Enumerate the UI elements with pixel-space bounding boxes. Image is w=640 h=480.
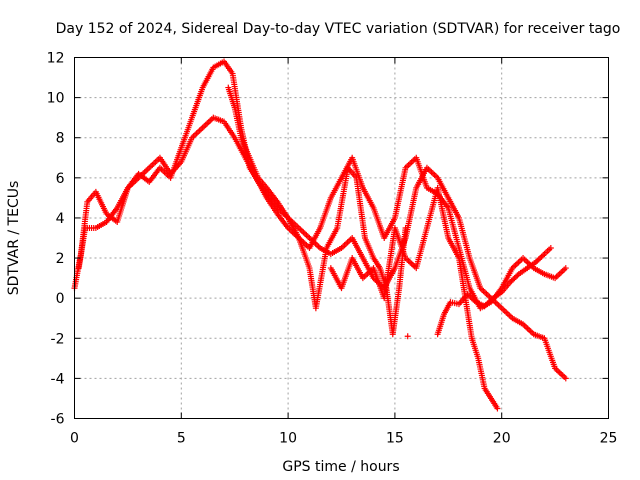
y-tick-label: -4: [51, 371, 65, 387]
x-axis-title: GPS time / hours: [282, 459, 399, 475]
x-tick-label: 25: [600, 431, 618, 447]
x-tick-label: 0: [70, 431, 79, 447]
y-tick-label: 12: [47, 51, 65, 67]
axis-ticks: 0 5 10 15 20 25 -6 -4 -2 0 2 4 6 8 10 12: [47, 51, 618, 447]
plot-frame: [74, 57, 609, 419]
y-tick-label: -6: [51, 412, 65, 428]
data-point: [547, 245, 554, 252]
data-point: [404, 333, 411, 340]
x-tick-label: 10: [279, 431, 297, 447]
y-tick-label: 0: [56, 291, 65, 307]
y-tick-label: 2: [56, 251, 65, 267]
y-axis-title: SDTVAR / TECUs: [6, 181, 22, 296]
y-tick-label: 6: [56, 171, 65, 187]
y-tick-label: 8: [56, 131, 65, 147]
y-tick-label: 10: [47, 91, 65, 107]
x-tick-label: 5: [177, 431, 186, 447]
y-tick-label: 4: [56, 211, 65, 227]
data-point: [494, 405, 501, 412]
data-points: [71, 58, 569, 412]
chart-title: Day 152 of 2024, Sidereal Day-to-day VTE…: [56, 21, 621, 37]
data-point: [562, 375, 569, 382]
data-point: [562, 265, 569, 272]
y-tick-label: -2: [51, 331, 65, 347]
x-tick-label: 15: [386, 431, 404, 447]
x-tick-label: 20: [493, 431, 511, 447]
